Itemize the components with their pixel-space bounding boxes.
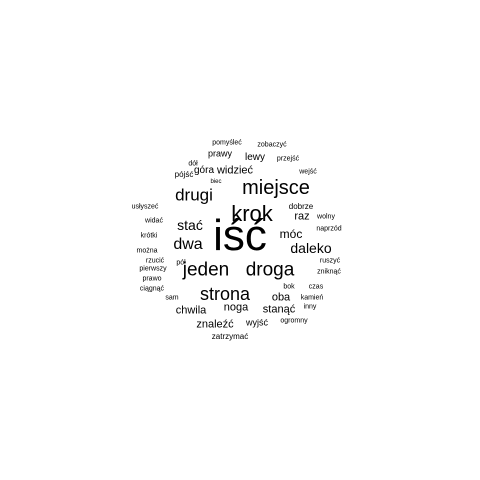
word-cloud-word: pierwszy <box>139 265 167 273</box>
word-cloud-word: noga <box>223 301 249 314</box>
word-cloud-word: stanąć <box>262 303 296 316</box>
word-cloud-word: krótki <box>140 232 158 240</box>
word-cloud-word: iść <box>213 211 267 260</box>
word-cloud-word: kamień <box>300 294 324 302</box>
word-cloud-word: zatrzymać <box>211 332 249 341</box>
word-cloud-word: biec <box>210 179 222 185</box>
word-cloud-word: ciągnąć <box>139 285 165 293</box>
word-cloud-word: widać <box>145 217 163 225</box>
word-cloud-word: pół <box>176 259 186 267</box>
word-cloud-word: wolny <box>317 213 335 221</box>
word-cloud-word: droga <box>245 259 295 281</box>
word-cloud-word: ruszyć <box>319 257 341 265</box>
word-cloud-word: jeden <box>182 259 230 281</box>
word-cloud-word: wejść <box>299 168 317 176</box>
word-cloud-word: góra <box>193 165 215 176</box>
word-cloud-word: dół <box>188 160 198 168</box>
word-cloud-word: inny <box>303 303 317 311</box>
word-cloud-word: raz <box>294 210 310 223</box>
word-cloud-word: krok <box>231 201 273 226</box>
word-cloud-word: wyjść <box>246 317 268 328</box>
word-cloud-word: prawy <box>207 148 233 159</box>
word-cloud-word: rzucić <box>145 257 165 265</box>
word-cloud-word: znaleźć <box>196 318 234 331</box>
word-cloud-word: dobrze <box>288 202 314 211</box>
word-cloud-word: sam <box>165 294 179 302</box>
word-cloud-word: móc <box>279 227 303 241</box>
word-cloud-word: usłyszeć <box>131 203 159 211</box>
word-cloud-word: dwa <box>173 236 203 253</box>
word-cloud-word: czas <box>308 283 324 291</box>
word-cloud-word: strona <box>199 284 251 304</box>
word-cloud-word: przejść <box>276 155 300 163</box>
word-cloud-word: chwila <box>175 304 207 317</box>
word-cloud-word: oba <box>271 291 291 304</box>
word-cloud-word: pomyśleć <box>212 139 242 147</box>
word-cloud-word: widzieć <box>216 164 254 177</box>
word-cloud-word: pójść <box>174 170 194 179</box>
word-cloud-word: stać <box>177 217 203 233</box>
word-cloud-word: bok <box>283 283 295 291</box>
word-cloud-word: zniknąć <box>317 268 341 276</box>
word-cloud-word: miejsce <box>242 177 310 199</box>
word-cloud-word: daleko <box>290 240 332 256</box>
word-cloud-word: prawo <box>142 275 162 283</box>
word-cloud-word: naprzód <box>316 225 342 233</box>
word-cloud-word: można <box>136 247 158 255</box>
word-cloud-word: lewy <box>244 152 266 163</box>
word-cloud-word: ogromny <box>280 317 308 325</box>
word-cloud-word: zobaczyć <box>257 141 287 149</box>
word-cloud-word: drugi <box>175 185 213 205</box>
